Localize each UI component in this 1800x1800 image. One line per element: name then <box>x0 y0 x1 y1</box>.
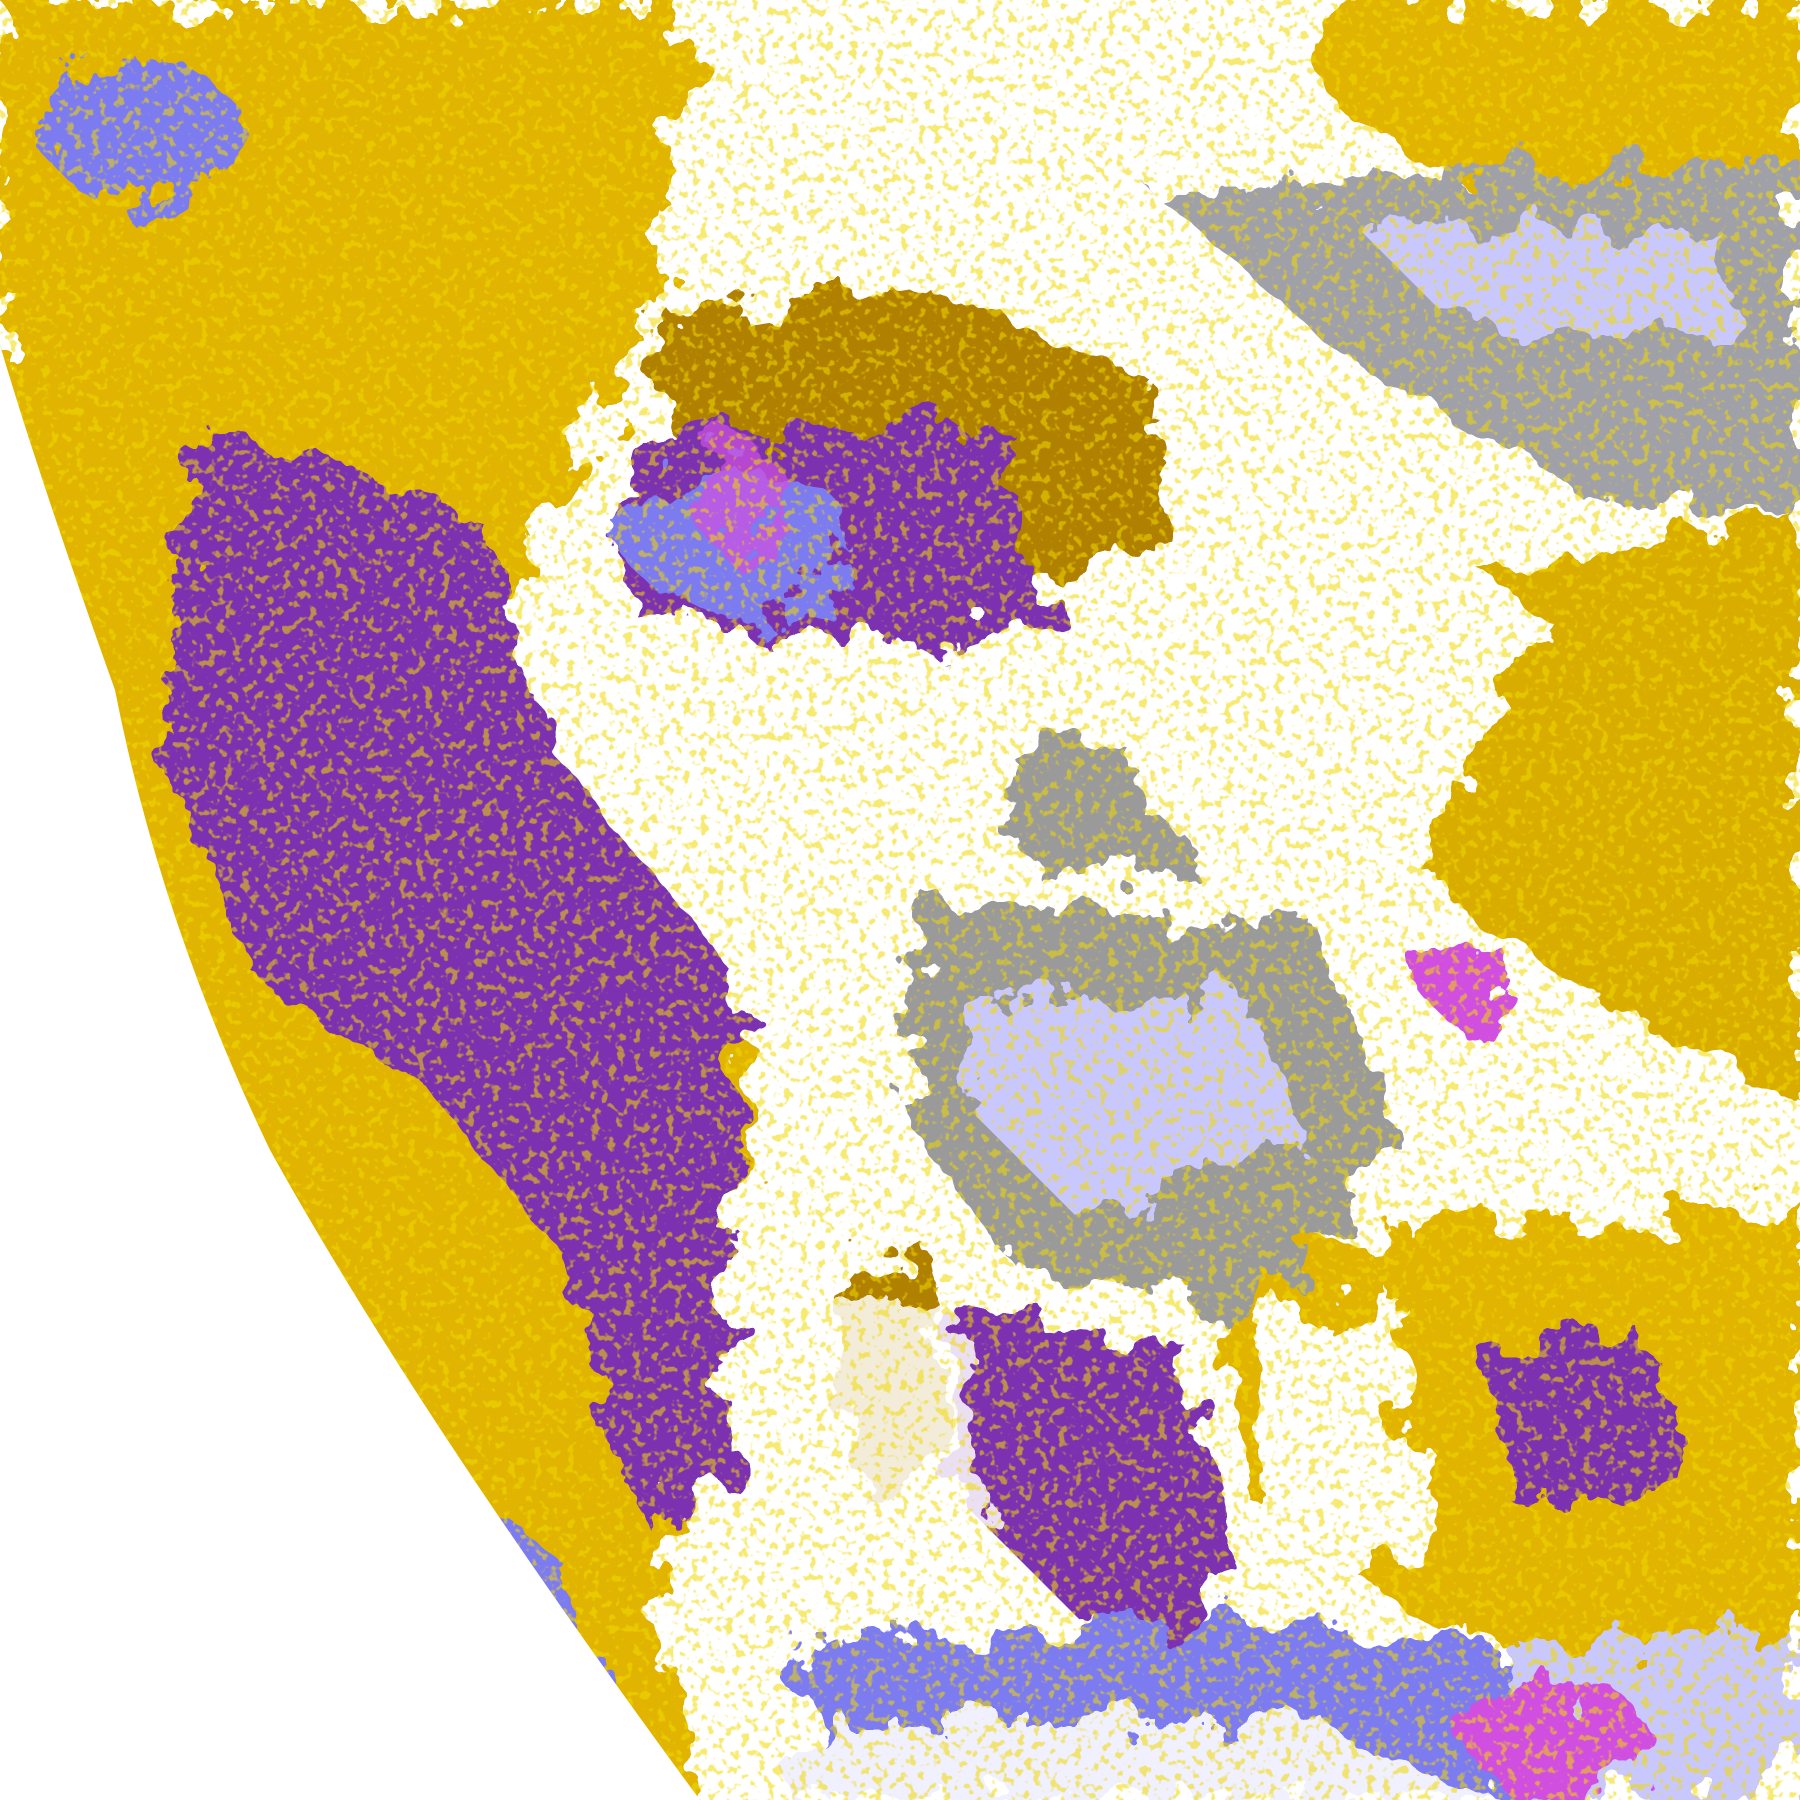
satellite-image <box>0 0 1800 1800</box>
earth-surface <box>0 0 1800 1800</box>
speckle-texture <box>0 0 1800 1800</box>
earth-disk-view <box>0 0 1800 1800</box>
